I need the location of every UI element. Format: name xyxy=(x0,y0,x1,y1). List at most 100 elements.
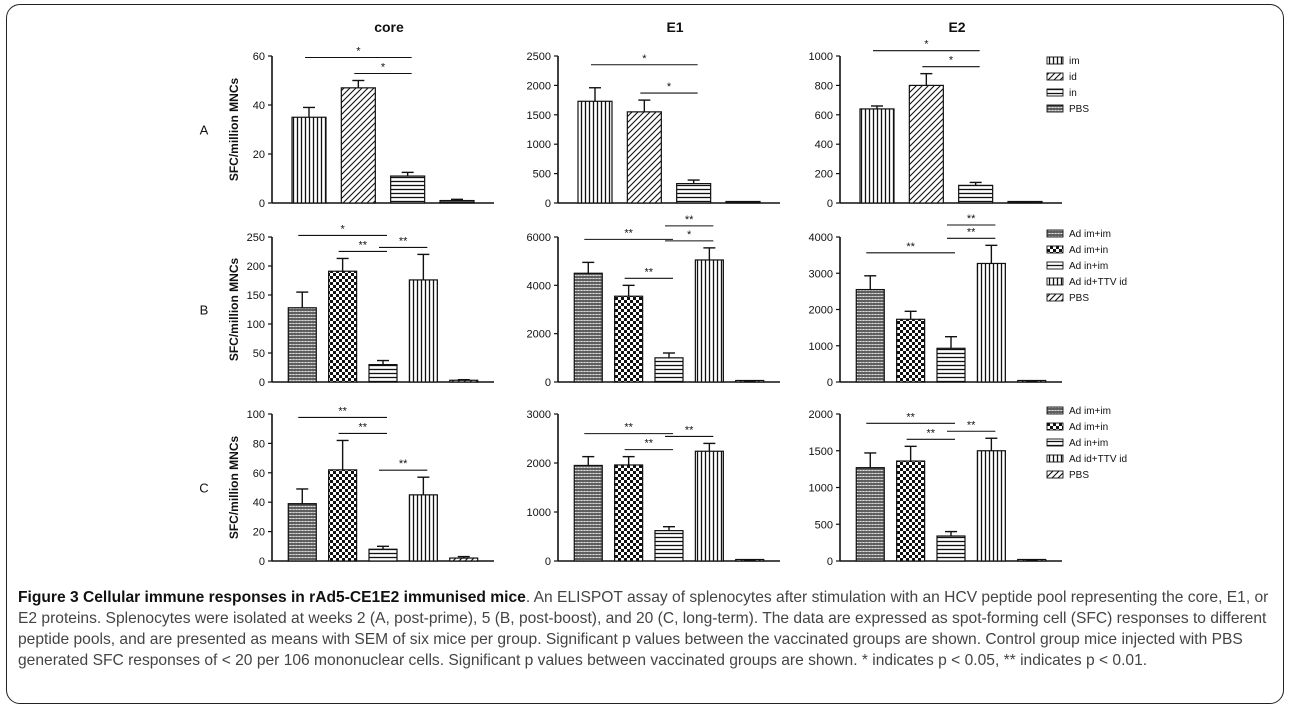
bar-pbs xyxy=(449,557,479,562)
legend-swatch xyxy=(1046,229,1064,238)
legend-entry: PBS xyxy=(1069,104,1089,115)
significance-label: * xyxy=(667,81,672,93)
bar-ad-im-in xyxy=(328,270,358,383)
bar-ad-im-im xyxy=(855,467,885,562)
bar-im xyxy=(291,116,327,204)
bar-ad-id-ttv-id xyxy=(694,259,724,383)
legend-swatch xyxy=(1046,293,1064,302)
y-tick-label: 20 xyxy=(253,527,265,539)
bar-id xyxy=(908,84,944,204)
y-tick-label: 0 xyxy=(545,198,551,210)
y-tick-label: 40 xyxy=(253,100,265,112)
figure-labels-layer: core E1 E2 A SFC/million MNCs B SFC/million MN… xyxy=(199,19,1127,539)
bar-ad-im-im xyxy=(287,503,317,562)
chart-a-e1: 0 500 1000 1500 2000 2500 * * xyxy=(527,51,780,210)
significance-label: ** xyxy=(685,214,694,226)
y-tick-label: 100 xyxy=(247,409,265,421)
significance-label: ** xyxy=(624,422,633,434)
significance-label: ** xyxy=(967,419,976,431)
caption-title: Figure 3 Cellular immune responses in rA… xyxy=(18,589,526,606)
significance-label: * xyxy=(381,62,386,74)
bar-ad-im-im xyxy=(287,307,317,383)
significance-label: * xyxy=(924,39,929,51)
legend-entry: in xyxy=(1069,88,1077,99)
significance-label: ** xyxy=(359,239,368,251)
legend-swatch xyxy=(1046,88,1064,97)
y-axis-label: SFC/million MNCs xyxy=(227,258,241,362)
significance-label: * xyxy=(949,55,954,67)
significance-label: ** xyxy=(338,405,347,417)
chart-c-e1: 0 1000 2000 3000 ** ** ** xyxy=(527,409,780,568)
bar-ad-im-im xyxy=(573,464,603,562)
bar-ad-id-ttv-id xyxy=(694,450,724,562)
bar-ad-id-ttv-id xyxy=(976,450,1006,562)
y-tick-label: 600 xyxy=(815,110,833,122)
y-tick-label: 2500 xyxy=(527,51,551,63)
legend-swatch xyxy=(1046,406,1064,415)
y-tick-label: 2000 xyxy=(527,458,551,470)
bar-ad-in-im xyxy=(654,530,684,562)
bar-ad-in-im xyxy=(936,535,966,562)
y-tick-label: 60 xyxy=(253,51,265,63)
bar-ad-id-ttv-id xyxy=(408,494,438,562)
bar-in xyxy=(958,184,994,204)
y-tick-label: 0 xyxy=(545,377,551,389)
bar-ad-id-ttv-id xyxy=(408,279,438,383)
significance-label: ** xyxy=(645,266,654,278)
legend-swatch xyxy=(1046,72,1064,81)
y-tick-label: 60 xyxy=(253,468,265,480)
legend-entry: Ad id+TTV id xyxy=(1069,454,1127,465)
y-axis-label: SFC/million MNCs xyxy=(227,78,241,182)
legend-entry: Ad im+in xyxy=(1069,245,1108,256)
significance-label: * xyxy=(340,223,345,235)
legend-entry: Ad in+im xyxy=(1069,438,1108,449)
significance-label: ** xyxy=(967,213,976,225)
bar-id xyxy=(340,87,376,204)
legend-entry: im xyxy=(1069,56,1080,67)
bar-ad-in-im xyxy=(936,347,966,383)
y-tick-label: 1000 xyxy=(809,483,833,495)
column-title-core: core xyxy=(374,19,404,35)
y-tick-label: 250 xyxy=(247,232,265,244)
bar-ad-id-ttv-id xyxy=(976,262,1006,383)
y-tick-label: 50 xyxy=(253,348,265,360)
significance-label: * xyxy=(356,46,361,58)
y-tick-label: 4000 xyxy=(809,232,833,244)
y-tick-label: 0 xyxy=(827,556,833,568)
column-title-e2: E2 xyxy=(948,19,965,35)
y-tick-label: 1500 xyxy=(809,446,833,458)
legend-entry: PBS xyxy=(1069,470,1089,481)
y-tick-label: 0 xyxy=(259,377,265,389)
bar-ad-in-im xyxy=(368,364,398,383)
legend-entry: Ad in+im xyxy=(1069,261,1108,272)
y-tick-label: 800 xyxy=(815,80,833,92)
legend-entry: Ad im+im xyxy=(1069,229,1111,240)
bar-ad-im-in xyxy=(614,464,644,562)
y-tick-label: 2000 xyxy=(527,329,551,341)
chart-c-core: 0 20 40 60 80 100 ** ** ** xyxy=(247,405,494,568)
caption-body: . An ELISPOT assay of splenocytes after … xyxy=(18,589,1269,669)
significance-label: ** xyxy=(685,424,694,436)
figure-caption: Figure 3 Cellular immune responses in rA… xyxy=(18,587,1280,671)
y-tick-label: 200 xyxy=(815,169,833,181)
y-tick-label: 200 xyxy=(247,261,265,273)
chart-c-e2: 0 500 1000 1500 2000 ** ** ** xyxy=(809,409,1062,568)
bar-ad-im-in xyxy=(614,295,644,383)
legend-entry: Ad im+in xyxy=(1069,422,1108,433)
y-tick-label: 2000 xyxy=(809,409,833,421)
y-tick-label: 2000 xyxy=(527,80,551,92)
legend-swatch xyxy=(1046,245,1064,254)
bar-in xyxy=(676,182,712,204)
legend-swatch xyxy=(1046,422,1064,431)
legend-swatch xyxy=(1046,438,1064,447)
significance-label: * xyxy=(642,53,647,65)
y-tick-label: 400 xyxy=(815,139,833,151)
chart-a-core: 0 20 40 60 * * xyxy=(253,46,494,210)
bar-ad-im-im xyxy=(855,288,885,383)
y-tick-label: 0 xyxy=(259,556,265,568)
significance-label: ** xyxy=(399,458,408,470)
